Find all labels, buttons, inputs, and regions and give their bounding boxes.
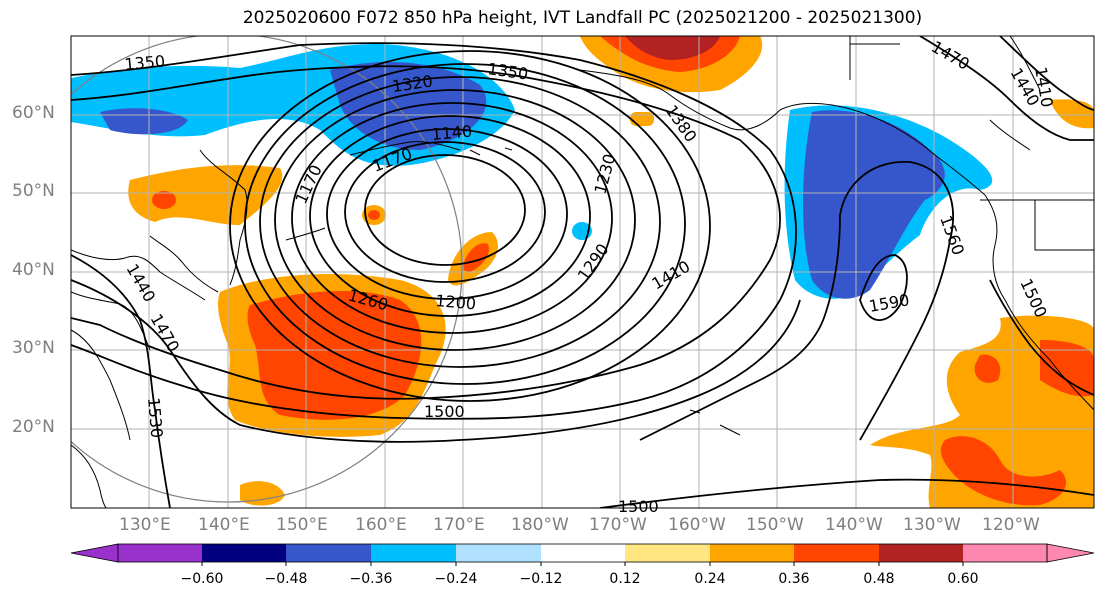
contour-label: 1500 <box>1016 276 1050 321</box>
ivt-positive-region <box>870 315 1094 508</box>
lon-label: 150°E <box>276 515 328 535</box>
colorbar-segment <box>371 544 456 562</box>
contour-label: 1140 <box>431 122 473 144</box>
ivt-positive-region <box>152 191 176 209</box>
ivt-positive-region <box>240 481 285 506</box>
ivt-positive-region <box>974 354 1001 383</box>
colorbar-segment <box>202 544 286 562</box>
ivt-positive-region <box>940 436 1067 506</box>
height-contour <box>71 279 801 443</box>
lat-label: 60°N <box>12 103 55 123</box>
lon-label: 130°E <box>119 515 171 535</box>
lon-label: 170°W <box>589 515 647 535</box>
contour-label: 1560 <box>936 213 968 258</box>
contour-label: 1170 <box>291 162 325 207</box>
contour-label: 1230 <box>591 152 620 196</box>
lon-label: 180°W <box>511 515 569 535</box>
colorbar-segment <box>118 544 202 562</box>
colorbar-segment <box>710 544 794 562</box>
height-contours <box>71 36 1094 508</box>
lon-label: 160°E <box>355 515 407 535</box>
ivt-positive-region <box>128 165 283 225</box>
colorbar-tick-label: −0.60 <box>180 571 224 587</box>
ivt-positive-region <box>630 112 654 126</box>
contour-label: 1410 <box>649 257 694 294</box>
ivt-positive-region <box>625 36 720 60</box>
contour-label: 1500 <box>618 497 659 516</box>
lon-label: 140°E <box>198 515 250 535</box>
height-contour <box>999 36 1094 111</box>
ivt-positive-region <box>462 243 489 272</box>
contour-label: 1530 <box>144 397 166 439</box>
colorbar-tick-label: −0.36 <box>349 571 393 587</box>
height-contour <box>599 478 1094 508</box>
colorbar-over-arrow <box>1046 543 1095 563</box>
contour-label: 1380 <box>662 101 701 145</box>
ivt-positive-region <box>247 290 422 420</box>
range-circle <box>71 36 463 503</box>
colorbar-tick-label: 0.60 <box>947 571 979 587</box>
colorbar <box>70 543 1095 566</box>
height-contour <box>919 36 1094 141</box>
contour-label: 1200 <box>435 291 477 313</box>
height-contour <box>71 42 797 420</box>
colorbar-tick-label: −0.48 <box>264 571 308 587</box>
map-frame <box>70 35 1095 509</box>
height-contour <box>309 115 591 317</box>
colorbar-segment <box>794 544 879 562</box>
lon-label: 140°W <box>825 515 883 535</box>
lon-label: 150°W <box>746 515 804 535</box>
height-contour <box>989 279 1094 396</box>
height-contour <box>326 128 568 300</box>
colorbar-segment <box>541 544 625 562</box>
contour-label: 1350 <box>124 52 166 74</box>
height-contour <box>859 254 908 321</box>
height-contour <box>344 141 546 283</box>
height-contour <box>364 154 526 266</box>
height-contour <box>244 63 686 385</box>
colorbar-segment <box>879 544 963 562</box>
graticule <box>71 36 1094 508</box>
height-contour <box>259 76 661 368</box>
map-title: 2025020600 F072 850 hPa height, IVT Land… <box>242 8 923 28</box>
lat-label: 40°N <box>12 260 55 280</box>
colorbar-tick-label: 0.48 <box>863 571 895 587</box>
colorbar-tick-label: 0.12 <box>609 571 641 587</box>
contour-label: 1440 <box>123 261 160 306</box>
colorbar-tick-label: 0.24 <box>694 571 726 587</box>
lon-label: 170°E <box>433 515 485 535</box>
lon-label: 130°W <box>903 515 961 535</box>
height-contour <box>71 65 781 400</box>
contour-label: 1470 <box>147 311 184 356</box>
height-contour <box>71 254 171 508</box>
height-contour <box>291 102 613 334</box>
colorbar-tick-label: −0.12 <box>519 571 563 587</box>
colorbar-under-arrow <box>70 543 119 563</box>
ivt-positive-region <box>368 210 380 220</box>
ivt-positive-region <box>1040 340 1094 397</box>
colorbar-segment <box>625 544 710 562</box>
contour-label: 1470 <box>928 37 973 74</box>
colorbar-segment <box>286 544 371 562</box>
ivt-negative-region <box>330 62 487 151</box>
colorbar-segment <box>963 544 1047 562</box>
height-contour <box>639 161 954 441</box>
colorbar-segment <box>456 544 541 562</box>
height-contour <box>229 50 711 402</box>
colorbar-tick-label: 0.36 <box>778 571 810 587</box>
lat-label: 20°N <box>12 417 55 437</box>
lat-label: 50°N <box>12 181 55 201</box>
height-contour <box>274 89 636 351</box>
ivt-positive-region <box>1050 99 1094 129</box>
contour-label: 1500 <box>424 402 465 421</box>
lat-label: 30°N <box>12 338 55 358</box>
contour-label: 1350 <box>486 59 529 83</box>
colorbar-tick-label: −0.24 <box>434 571 478 587</box>
lon-label: 120°W <box>982 515 1040 535</box>
contour-label: 1590 <box>867 290 910 316</box>
lon-label: 160°W <box>668 515 726 535</box>
